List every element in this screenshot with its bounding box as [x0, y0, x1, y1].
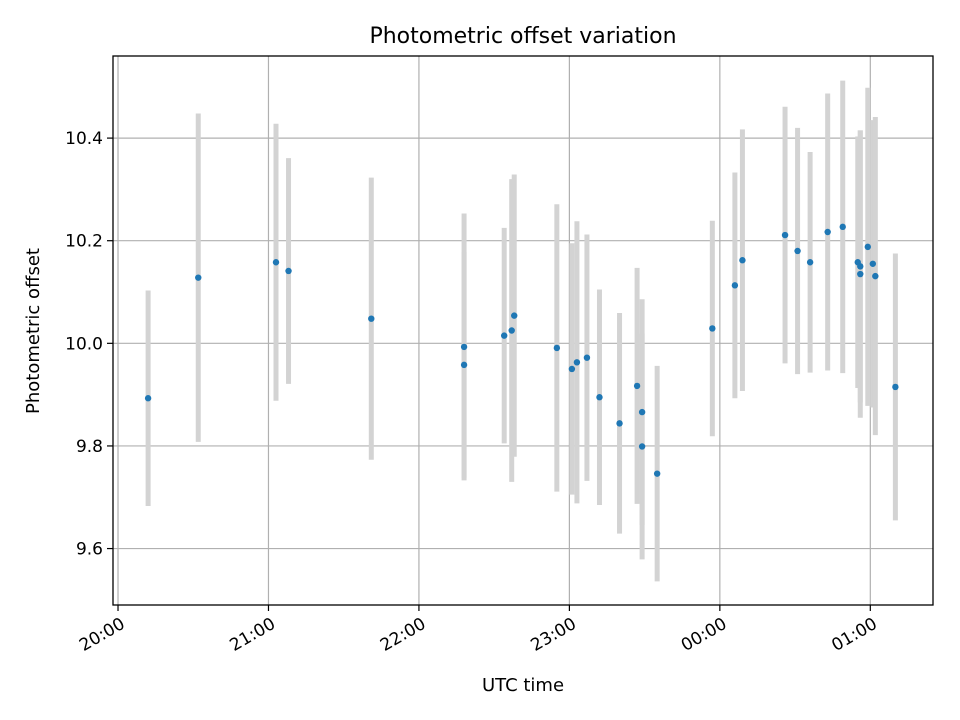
data-point	[195, 274, 202, 281]
data-point	[368, 315, 375, 322]
plot-frame	[112, 55, 934, 606]
data-point	[568, 365, 576, 373]
data-point	[839, 223, 846, 231]
data-points	[144, 223, 899, 477]
data-point	[633, 382, 641, 390]
data-point	[596, 394, 603, 401]
y-tick-label: 10.4	[65, 129, 103, 149]
y-tick-label: 9.6	[76, 540, 103, 560]
data-point	[892, 383, 899, 391]
data-point	[511, 312, 518, 319]
data-point	[583, 354, 591, 361]
y-tick-label: 10.2	[65, 232, 103, 252]
data-point	[857, 263, 864, 270]
data-point	[500, 332, 508, 339]
data-point	[508, 327, 515, 334]
data-point	[573, 359, 581, 366]
data-point	[653, 470, 661, 477]
data-point	[638, 443, 646, 450]
data-point	[460, 361, 468, 369]
data-point	[806, 259, 814, 266]
data-point	[731, 282, 739, 289]
data-point	[553, 344, 561, 352]
data-point	[739, 257, 746, 264]
y-axis-label: Photometric offset	[23, 248, 44, 414]
data-point	[857, 270, 864, 278]
data-point	[869, 260, 877, 267]
data-point	[824, 228, 831, 236]
data-point	[272, 259, 280, 266]
data-point	[616, 420, 623, 427]
data-point	[144, 395, 152, 402]
data-point	[638, 408, 646, 416]
y-tick-label: 9.8	[76, 437, 103, 457]
x-axis-label: UTC time	[482, 675, 564, 696]
data-point	[460, 343, 468, 351]
grid	[113, 56, 933, 605]
y-tick-label: 10.0	[65, 334, 103, 354]
chart-title: Photometric offset variation	[369, 24, 676, 49]
data-point	[794, 247, 801, 255]
data-point	[872, 272, 879, 280]
data-point	[781, 231, 789, 239]
data-point	[864, 243, 872, 251]
data-point	[709, 325, 716, 332]
data-point	[285, 267, 292, 275]
